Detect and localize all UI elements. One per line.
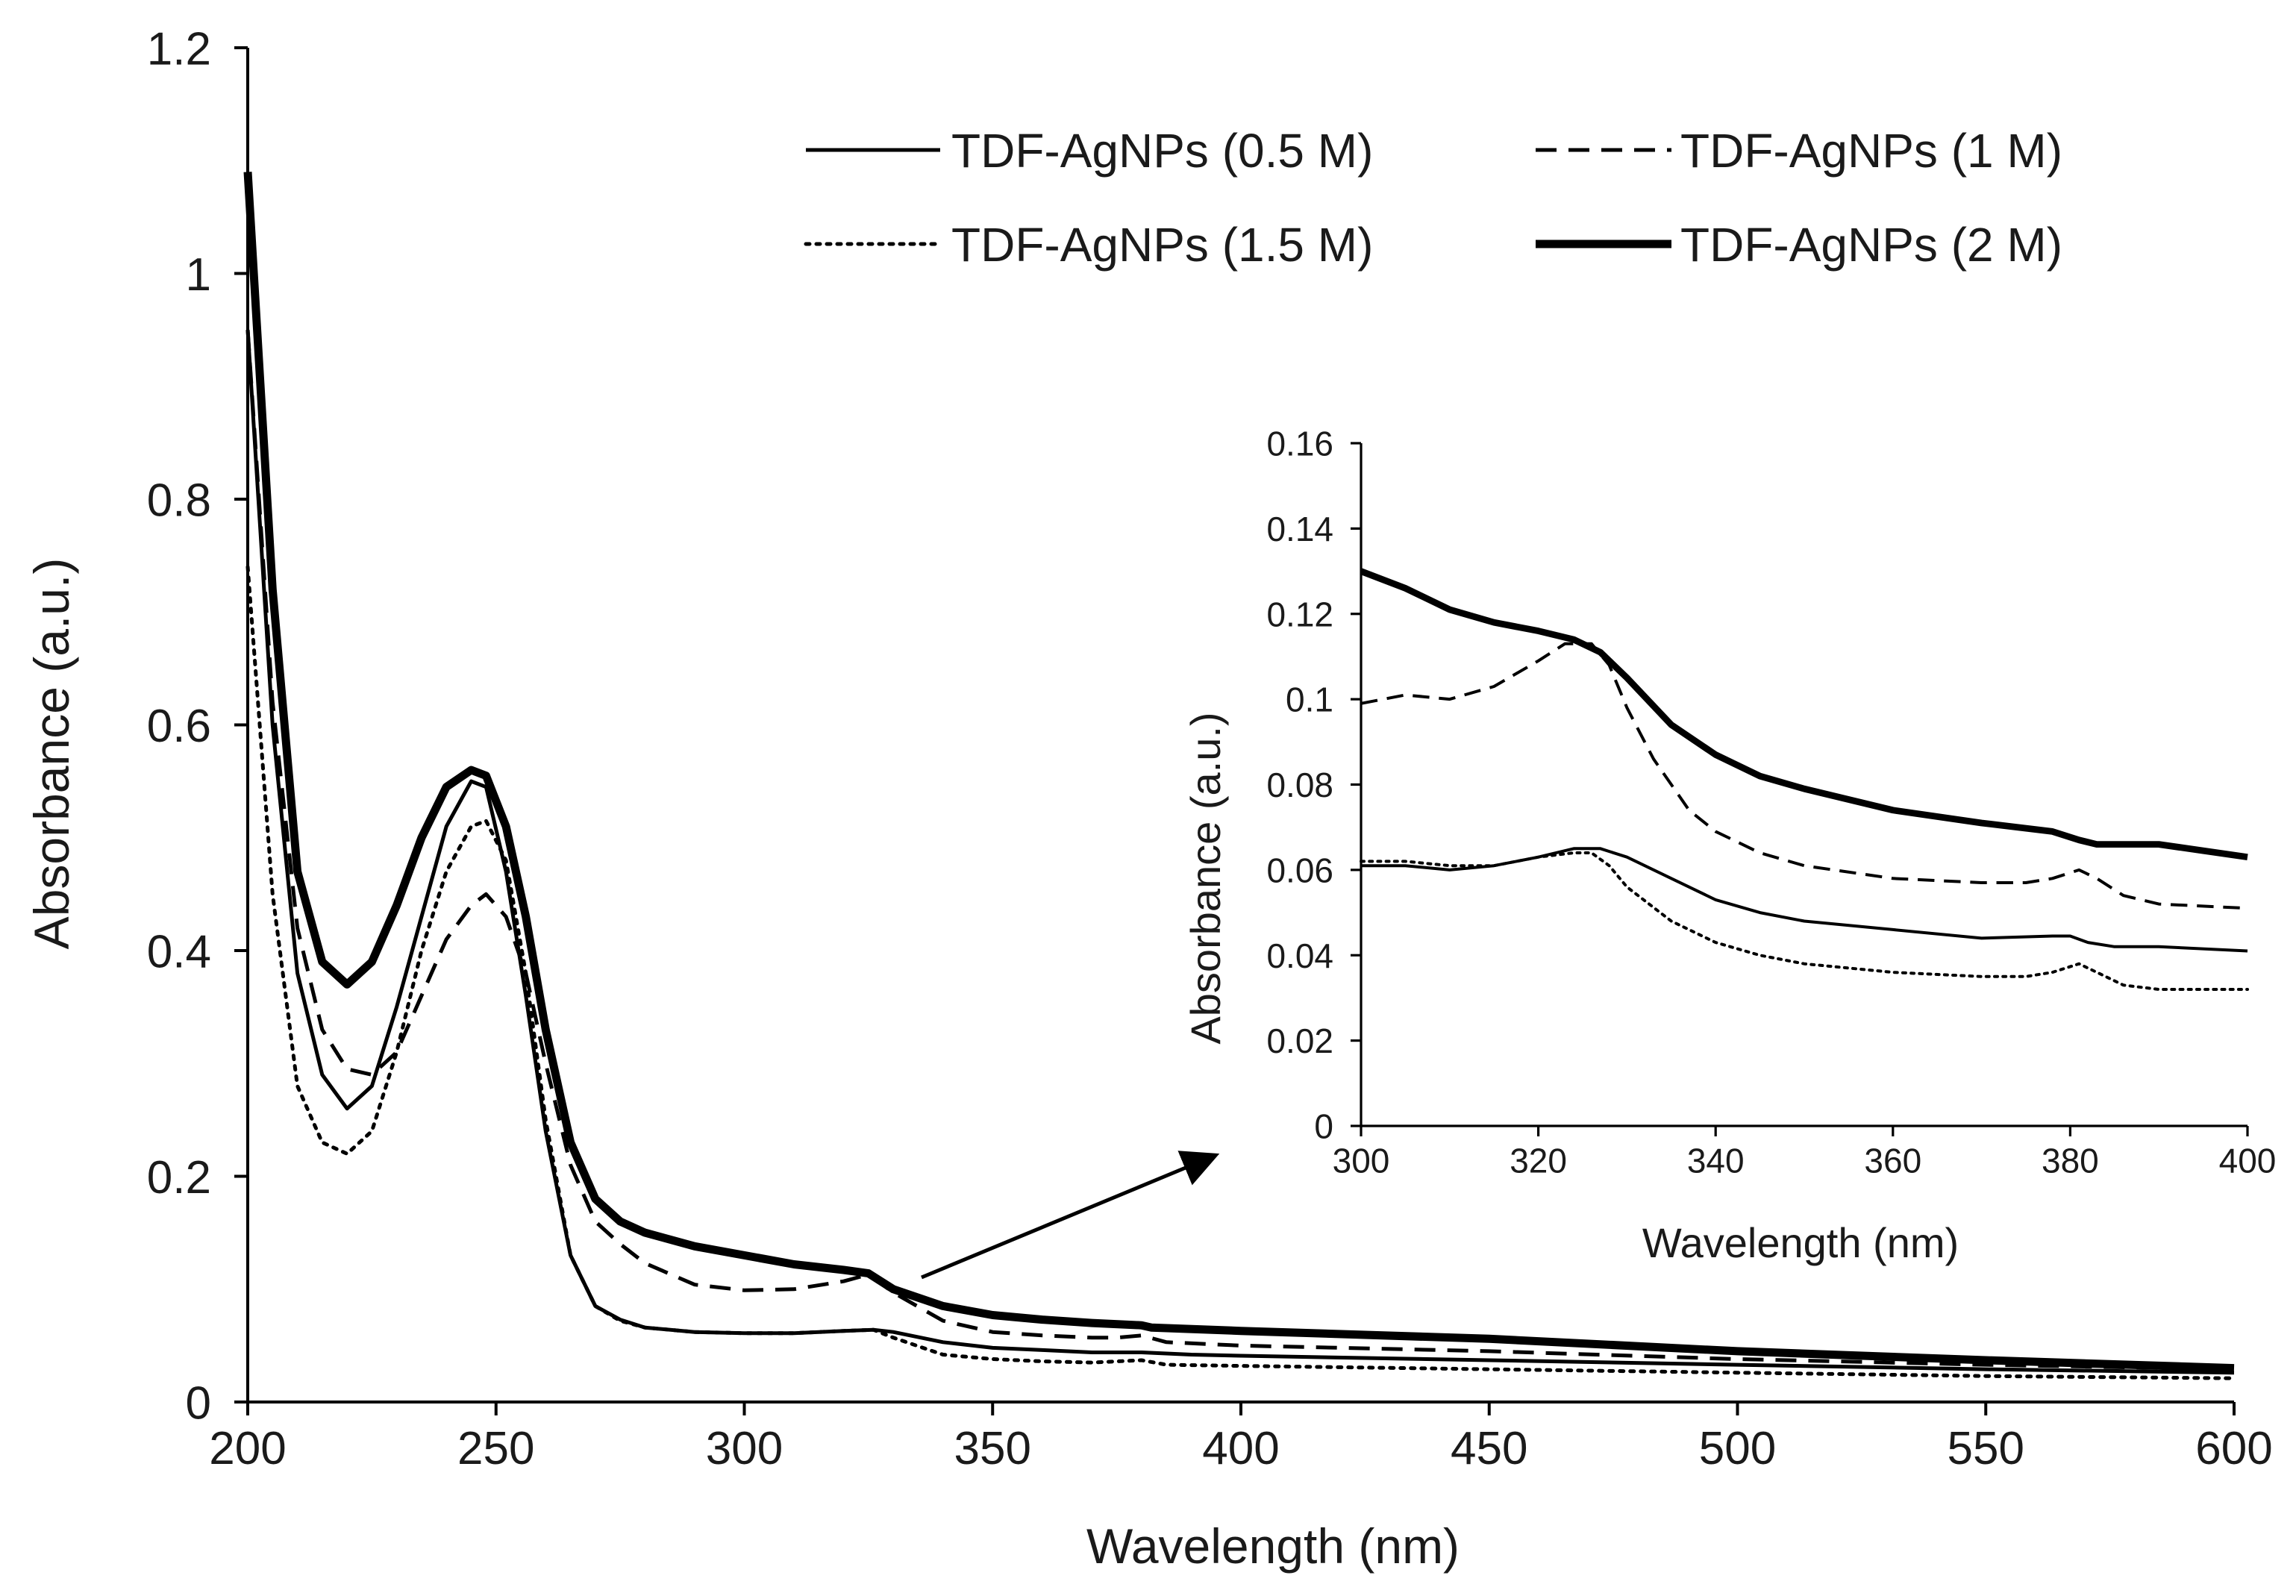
main-x-tick-label: 250 (457, 1423, 534, 1474)
main-series-line-1 (245, 329, 2235, 1375)
inset-y-tick-label: 0.12 (1266, 595, 1333, 633)
inset-y-tick-label: 0.02 (1266, 1021, 1333, 1060)
inset-x-tick-label: 320 (1510, 1141, 1567, 1180)
main-plot: 200 250 300 350 400 450 500 550 600 0 0.2 0.4 0.6 0.8… (147, 23, 2273, 1474)
main-y-axis-title: Absorbance (a.u.) (24, 558, 79, 950)
main-ticks: 200 250 300 350 400 450 500 550 600 0 0.2 0.4 0.6 0.8… (147, 23, 2273, 1474)
main-y-tick-label: 0.8 (147, 475, 211, 526)
main-y-tick-label: 0.6 (147, 701, 211, 752)
inset-y-tick-label: 0.1 (1286, 680, 1333, 719)
legend-label-2: TDF-AgNPs (1 M) (1680, 124, 2062, 178)
inset-pointer-arrow (921, 1151, 1220, 1280)
inset-series-line-3 (1360, 851, 2249, 991)
main-x-axis-title: Wavelength (nm) (1086, 1518, 1460, 1574)
main-y-tick-label: 0.4 (147, 926, 211, 977)
inset-series-line-2 (1360, 642, 2248, 910)
inset-series-line-1 (1361, 847, 2248, 953)
main-x-tick-label: 200 (209, 1423, 286, 1474)
inset-x-tick-label: 340 (1687, 1141, 1745, 1180)
main-y-tick-label: 0.2 (147, 1152, 211, 1204)
inset-y-tick-label: 0.08 (1266, 766, 1333, 804)
inset-y-tick-label: 0.14 (1266, 510, 1333, 548)
legend: TDF-AgNPs (0.5 M) TDF-AgNPs (1 M) TDF-AgNP… (804, 124, 2062, 272)
inset-y-axis-title: Absorbance (a.u.) (1182, 712, 1229, 1044)
main-series-layer (243, 172, 2236, 1380)
inset-x-axis-title: Wavelength (nm) (1642, 1219, 1959, 1266)
main-x-tick-label: 350 (954, 1423, 1031, 1474)
main-x-tick-label: 550 (1948, 1423, 2024, 1474)
main-y-tick-label: 1 (186, 249, 211, 301)
legend-label-3: TDF-AgNPs (1.5 M) (951, 218, 1373, 272)
inset-x-tick-label: 300 (1333, 1141, 1390, 1180)
main-y-tick-label: 1.2 (147, 23, 211, 75)
inset-y-tick-label: 0.04 (1266, 936, 1333, 975)
main-x-tick-label: 400 (1202, 1423, 1279, 1474)
main-x-tick-label: 500 (1699, 1423, 1776, 1474)
inset-y-tick-label: 0.06 (1266, 851, 1333, 889)
main-x-tick-label: 450 (1451, 1423, 1527, 1474)
main-x-tick-label: 600 (2195, 1423, 2272, 1474)
main-x-tick-label: 300 (706, 1423, 783, 1474)
inset-y-tick-label: 0.16 (1266, 425, 1333, 463)
inset-series-layer (1360, 568, 2249, 991)
inset-y-tick-label: 0 (1314, 1107, 1333, 1146)
main-series-line-4 (243, 172, 2235, 1373)
inset-axes (1360, 443, 2247, 1127)
inset-plot: 300 320 340 360 380 400 0 0.02 0.04 0.06 0.08 0.1 0.… (1266, 425, 2276, 1180)
main-y-tick-label: 0 (186, 1377, 211, 1429)
legend-label-4: TDF-AgNPs (2 M) (1680, 218, 2062, 272)
legend-label-1: TDF-AgNPs (0.5 M) (951, 124, 1373, 178)
inset-x-tick-label: 380 (2042, 1141, 2099, 1180)
inset-x-tick-label: 400 (2219, 1141, 2277, 1180)
main-series-line-3 (245, 565, 2236, 1380)
inset-x-tick-label: 360 (1864, 1141, 1921, 1180)
inset-ticks: 300 320 340 360 380 400 0 0.02 0.04 0.06 0.08 0.1 0.… (1266, 425, 2276, 1180)
main-series-line-2 (245, 329, 2235, 1371)
inset-series-line-4 (1360, 568, 2248, 861)
